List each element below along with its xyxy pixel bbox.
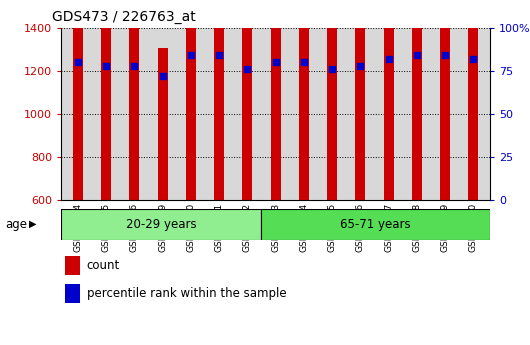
Point: [441, 52, 449, 58]
Bar: [327, 28, 337, 200]
Point: [412, 52, 421, 58]
Bar: [186, 0, 196, 200]
Point: [130, 63, 139, 68]
Text: 65-71 years: 65-71 years: [340, 218, 411, 231]
Bar: [214, 0, 224, 200]
Bar: [469, 0, 478, 200]
Bar: [158, 48, 167, 200]
Point: [299, 59, 308, 65]
Bar: [61, 209, 261, 240]
Point: [102, 63, 110, 68]
Text: GDS473 / 226763_at: GDS473 / 226763_at: [52, 10, 196, 24]
Bar: [65, 256, 80, 275]
Point: [384, 56, 393, 61]
Point: [215, 52, 223, 58]
Text: count: count: [87, 259, 120, 272]
Bar: [242, 22, 252, 200]
Bar: [356, 8, 365, 200]
Text: age: age: [5, 218, 28, 231]
Bar: [412, 0, 422, 200]
Point: [74, 59, 82, 65]
Bar: [129, 3, 139, 200]
Point: [356, 63, 365, 68]
Bar: [299, 3, 309, 200]
Text: percentile rank within the sample: percentile rank within the sample: [87, 287, 286, 300]
Point: [271, 59, 280, 65]
Point: [469, 56, 478, 61]
Bar: [261, 209, 490, 240]
Bar: [271, 0, 280, 200]
Point: [328, 66, 337, 72]
Point: [158, 73, 167, 79]
Text: ▶: ▶: [29, 219, 37, 229]
Bar: [101, 7, 111, 200]
Point: [243, 66, 252, 72]
Bar: [73, 5, 83, 200]
Bar: [65, 284, 80, 303]
Point: [187, 52, 195, 58]
Text: 20-29 years: 20-29 years: [126, 218, 197, 231]
Bar: [384, 0, 393, 200]
Bar: [440, 0, 450, 200]
